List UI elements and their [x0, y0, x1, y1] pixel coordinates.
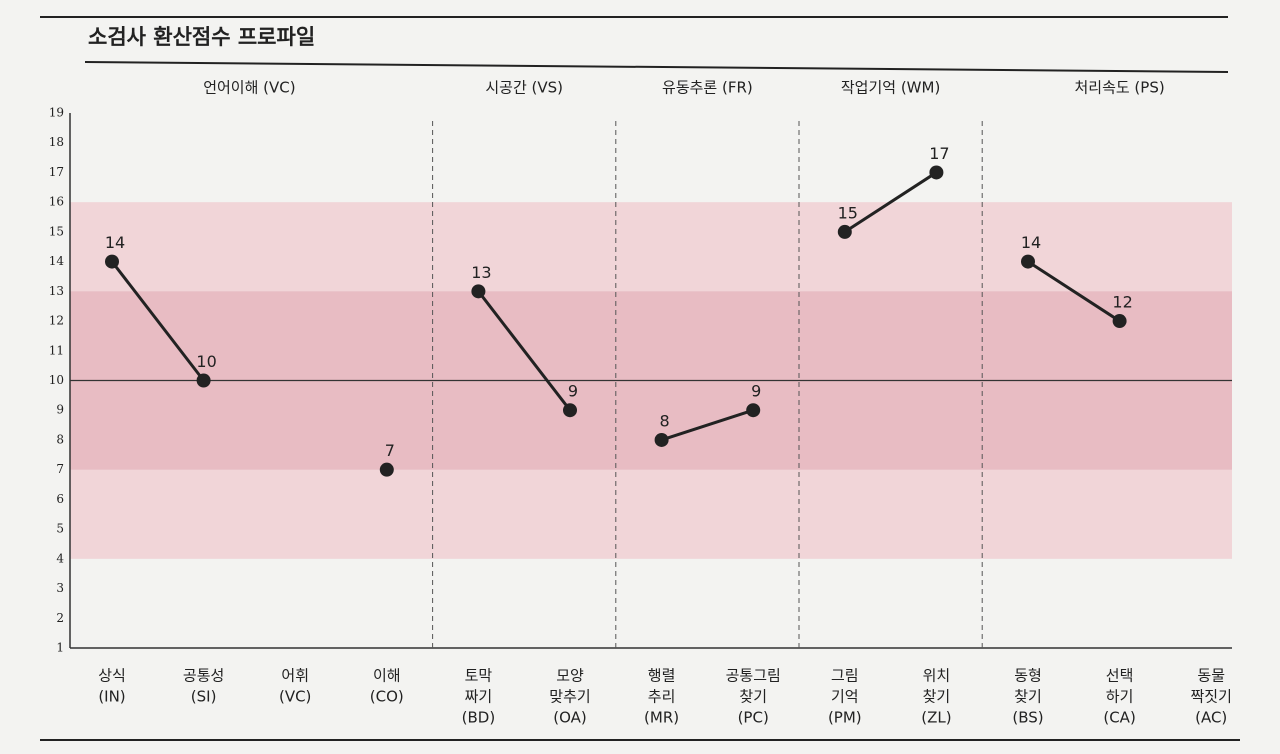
data-point [105, 254, 119, 269]
x-tick-label: 짝짓기 [1190, 688, 1231, 706]
data-label: 12 [1112, 293, 1132, 312]
data-label: 13 [471, 263, 491, 282]
x-tick-label: (BS) [1012, 709, 1043, 727]
x-tick-label: (PM) [828, 709, 862, 727]
x-tick-label: 공통그림 [726, 667, 781, 685]
x-tick-label: 찾기 [1014, 688, 1042, 706]
y-tick-label: 1 [56, 641, 64, 655]
x-tick-label: (IN) [98, 688, 125, 706]
x-tick-label: (CA) [1103, 709, 1135, 727]
y-tick-label: 18 [49, 135, 64, 149]
data-point [654, 432, 669, 447]
data-label: 10 [196, 352, 216, 371]
y-tick-label: 9 [56, 403, 64, 417]
x-tick-label: 찾기 [923, 688, 951, 706]
series-line [1027, 260, 1121, 323]
data-point [471, 284, 486, 299]
group-label: 처리속도 (PS) [1074, 79, 1164, 97]
y-tick-label: 7 [56, 462, 64, 476]
x-tick-label: 모양 [556, 667, 584, 685]
x-tick-label: (VC) [279, 688, 311, 706]
x-tick-label: 추리 [648, 688, 676, 706]
data-label: 14 [105, 233, 125, 252]
x-tick-label: 하기 [1106, 688, 1134, 706]
y-tick-label: 16 [49, 195, 64, 209]
y-tick-label: 2 [56, 611, 64, 625]
y-tick-label: 19 [49, 106, 64, 120]
y-tick-label: 11 [49, 343, 64, 357]
data-point [563, 403, 577, 418]
chart-title: 소검사 환산점수 프로파일 [88, 25, 315, 49]
y-tick-label: 5 [56, 522, 64, 536]
x-tick-label: 기억 [831, 688, 859, 706]
x-tick-label: 짜기 [465, 688, 493, 706]
series-line [110, 260, 205, 382]
x-tick-label: (SI) [191, 688, 217, 706]
data-label: 14 [1021, 233, 1041, 252]
group-label: 유동추론 (FR) [662, 79, 753, 97]
x-tick-label: 행렬 [648, 667, 676, 685]
x-tick-label: (BD) [462, 709, 496, 727]
title-rule [84, 61, 1229, 73]
x-tick-label: 맞추기 [549, 688, 590, 706]
y-tick-label: 14 [49, 254, 65, 268]
x-tick-label: (CO) [370, 688, 404, 706]
y-tick-label: 3 [56, 581, 64, 595]
x-tick-label: 공통성 [183, 667, 224, 685]
x-tick-label: (ZL) [921, 709, 951, 727]
group-label: 시공간 (VS) [485, 79, 563, 97]
x-tick-label: 그림 [831, 667, 859, 685]
data-label: 17 [929, 144, 949, 163]
x-tick-label: 선택 [1106, 667, 1134, 685]
series-line [477, 290, 572, 412]
x-tick-label: (MR) [644, 709, 679, 727]
data-label: 9 [568, 382, 578, 401]
series-line [661, 408, 754, 442]
y-tick-label: 13 [49, 284, 64, 298]
x-tick-label: 상식 [98, 667, 126, 685]
y-tick-label: 15 [49, 224, 64, 238]
x-tick-label: 위치 [923, 667, 951, 685]
y-tick-label: 12 [49, 314, 64, 328]
data-label: 8 [660, 411, 670, 430]
group-label: 작업기억 (WM) [841, 79, 940, 97]
y-tick-label: 10 [49, 373, 64, 387]
data-label: 9 [751, 382, 761, 401]
group-label: 언어이해 (VC) [203, 79, 295, 97]
x-tick-label: 토막 [465, 667, 493, 685]
y-tick-label: 6 [56, 492, 64, 506]
x-tick-label: (PC) [738, 709, 769, 727]
data-label: 7 [385, 441, 395, 460]
series-line [843, 171, 938, 234]
data-point [1021, 254, 1035, 269]
y-tick-label: 8 [56, 432, 64, 446]
data-point [379, 462, 394, 477]
x-tick-label: (AC) [1195, 709, 1227, 727]
data-point [196, 373, 211, 388]
x-tick-label: 동형 [1014, 667, 1042, 685]
data-point [1112, 314, 1127, 329]
data-point [837, 224, 852, 239]
x-tick-label: 이해 [373, 667, 401, 685]
x-tick-label: 동물 [1197, 667, 1225, 685]
x-tick-label: (OA) [553, 709, 587, 727]
y-tick-label: 4 [56, 551, 64, 565]
data-point [929, 165, 944, 180]
y-tick-label: 17 [49, 165, 64, 179]
data-point [746, 403, 761, 418]
x-tick-label: 찾기 [739, 688, 767, 706]
data-label: 15 [838, 203, 858, 222]
x-tick-label: 어휘 [281, 667, 309, 685]
